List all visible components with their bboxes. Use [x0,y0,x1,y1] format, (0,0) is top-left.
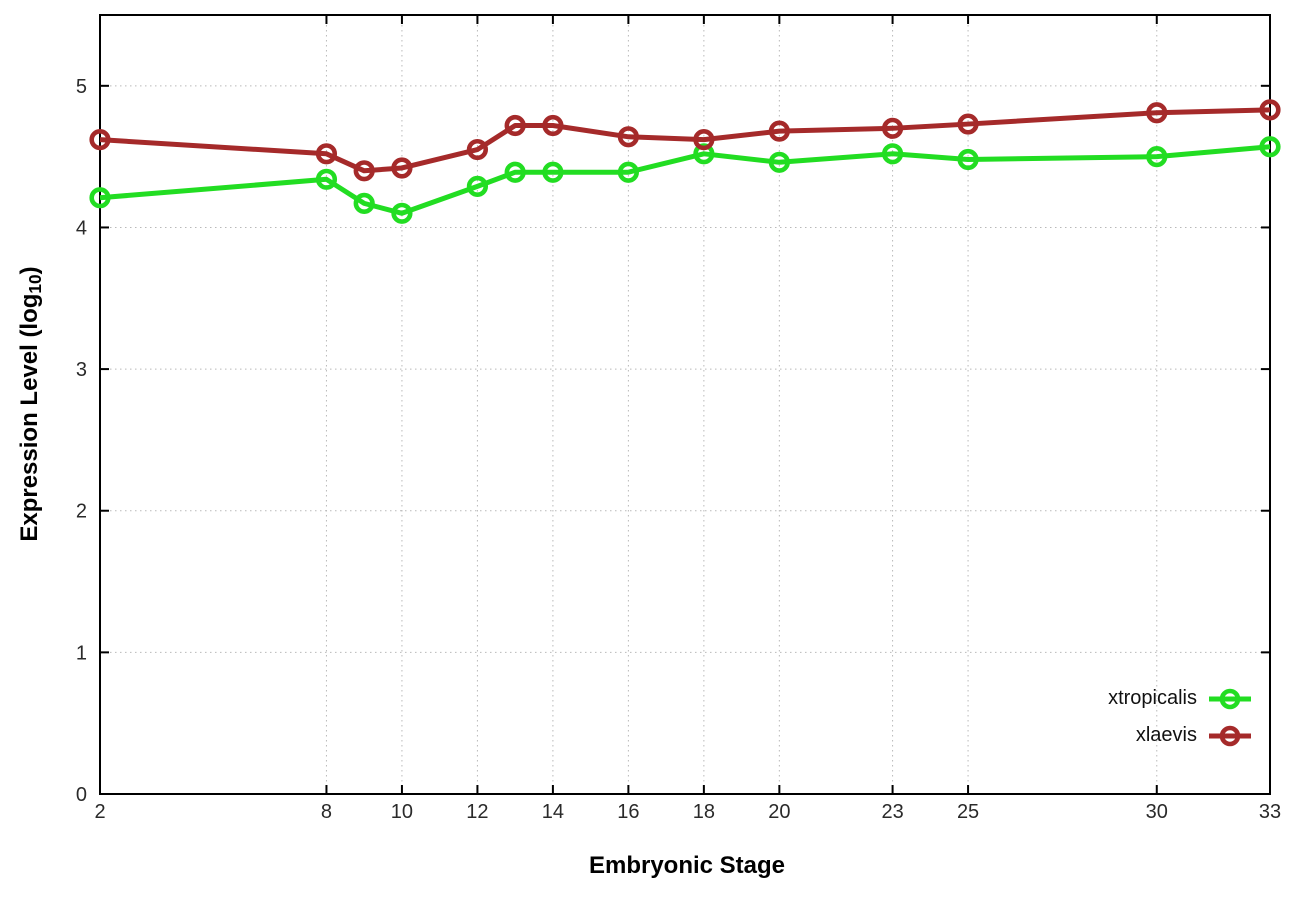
legend-item-xtropicalis: xtropicalis [1108,680,1253,717]
data-point-xtropicalis-8 [315,168,338,190]
y-tick-label: 3 [76,359,87,381]
data-point-xtropicalis-33 [1259,136,1281,158]
data-point-xtropicalis-23 [881,143,904,165]
data-point-xlaevis-10 [391,157,413,179]
data-point-xtropicalis-13 [504,161,526,183]
data-point-xtropicalis-2 [89,187,111,209]
series-line-xlaevis [99,107,1271,174]
y-tick-label: 1 [76,642,87,664]
legend-label: xlaevis [1135,724,1197,746]
x-tick-label: 25 [957,801,979,823]
data-point-xtropicalis-9 [353,192,375,214]
x-tick-label: 20 [768,801,790,823]
y-tick-label: 0 [76,784,87,806]
data-point-xlaevis-23 [881,117,904,139]
x-tick-label: 2 [94,801,105,823]
data-point-xlaevis-25 [957,113,979,135]
legend-label: xtropicalis [1108,687,1197,709]
x-tick-label: 12 [466,801,488,823]
legend-item-xlaevis: xlaevis [1108,717,1253,754]
x-tick-label: 10 [391,801,413,823]
x-tick-label: 14 [542,801,564,823]
data-point-xtropicalis-14 [542,161,564,183]
x-tick-label: 23 [881,801,903,823]
data-point-xlaevis-20 [768,120,790,142]
data-point-xlaevis-16 [617,126,639,148]
data-point-xlaevis-14 [542,114,564,137]
data-point-xtropicalis-20 [768,151,790,173]
data-point-xlaevis-33 [1259,99,1281,121]
x-tick-label: 30 [1146,801,1168,823]
data-point-xtropicalis-18 [693,143,715,165]
data-point-xtropicalis-30 [1146,146,1168,168]
x-tick-label: 8 [321,801,332,823]
plot-border [99,14,1271,795]
y-axis-label-subscript: 10 [25,274,46,294]
data-point-xlaevis-13 [504,114,526,137]
data-point-xlaevis-2 [89,129,111,151]
y-axis-label-text: Expression Level (log [15,293,43,542]
data-point-xtropicalis-10 [391,202,413,224]
y-axis-label: Expression Level (log10) [16,266,46,541]
x-axis-label: Embryonic Stage [588,852,786,879]
data-point-xtropicalis-25 [957,148,979,171]
x-tick-label: 16 [617,801,639,823]
data-point-xlaevis-8 [315,143,338,165]
data-point-xtropicalis-12 [466,175,489,197]
legend: xtropicalis xlaevis [1108,680,1253,754]
data-point-xlaevis-9 [353,160,375,182]
data-point-xtropicalis-16 [617,161,639,183]
legend-line-circle-icon [1209,725,1251,746]
data-point-xlaevis-30 [1146,102,1168,124]
y-tick-label: 5 [76,76,87,98]
x-tick-label: 18 [693,801,715,823]
y-tick-label: 4 [76,217,87,239]
series-line-xtropicalis [99,144,1271,216]
legend-line-circle-icon [1209,688,1251,709]
data-point-xlaevis-18 [693,129,715,151]
y-tick-label: 2 [76,501,87,523]
y-axis-label-close: ) [15,266,43,275]
x-tick-label: 33 [1259,801,1281,823]
data-point-xlaevis-12 [466,138,489,161]
